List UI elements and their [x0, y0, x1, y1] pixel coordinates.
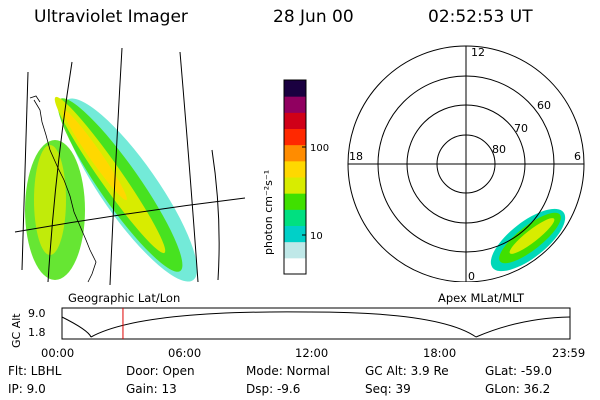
x-tick-1800: 18:00 [423, 346, 457, 360]
colorbar-cell [284, 209, 306, 226]
colorbar-tick-10: 10 [310, 231, 323, 242]
gain-info: Gain: 13 [126, 382, 177, 396]
gc-alt-info: GC Alt: 3.9 Re [365, 364, 449, 378]
polar-caption: Apex MLat/MLT [438, 291, 525, 305]
altitude-tick-9: 9.0 [28, 307, 46, 320]
altitude-plot: GC Alt 9.0 1.8 [10, 307, 571, 348]
x-tick-2359: 23:59 [552, 346, 586, 360]
filter-info: Flt: LBHL [8, 364, 62, 378]
mlt-label-12: 12 [471, 46, 485, 59]
colorbar-cell [284, 80, 306, 97]
altitude-tick-1.8: 1.8 [28, 326, 46, 339]
x-tick-1200: 12:00 [295, 346, 329, 360]
colorbar-cell [284, 112, 306, 129]
colorbar-cell [284, 177, 306, 194]
geographic-caption: Geographic Lat/Lon [68, 291, 181, 305]
polar-emission [490, 208, 566, 272]
lat-label-60: 60 [537, 99, 551, 112]
colorbar-cell [284, 193, 306, 210]
colorbar-unit-label: photon cm⁻²s⁻¹ [262, 170, 275, 255]
colorbar-cell [284, 257, 306, 275]
glat-info: GLat: -59.0 [485, 364, 552, 378]
colorbar-cell [284, 225, 306, 243]
colorbar: 100 10 [283, 79, 329, 275]
instrument-title: Ultraviolet Imager [34, 7, 188, 27]
ip-info: IP: 9.0 [8, 382, 46, 396]
svg-text:photon cm⁻²s⁻¹: photon cm⁻²s⁻¹ [262, 170, 275, 255]
x-tick-0000: 00:00 [41, 346, 75, 360]
date-label: 28 Jun 00 [273, 7, 354, 27]
mlt-label-6: 6 [574, 150, 581, 163]
colorbar-cell [284, 128, 306, 146]
grid-lines [14, 47, 246, 286]
time-label: 02:52:53 UT [428, 7, 533, 27]
door-info: Door: Open [126, 364, 195, 378]
auroral-oval-emission [25, 96, 198, 282]
colorbar-cell [284, 160, 306, 178]
altitude-y-label: GC Alt [10, 313, 23, 348]
mode-info: Mode: Normal [246, 364, 330, 378]
colorbar-cell [284, 96, 306, 113]
x-tick-0600: 06:00 [168, 346, 202, 360]
lat-label-70: 70 [514, 122, 528, 135]
mlt-label-0: 0 [468, 270, 475, 282]
colorbar-cell [284, 144, 306, 162]
dsp-info: Dsp: -9.6 [246, 382, 301, 396]
colorbar-cell [284, 241, 306, 259]
glon-info: GLon: 36.2 [485, 382, 551, 396]
lat-label-80: 80 [492, 143, 506, 156]
seq-info: Seq: 39 [365, 382, 411, 396]
colorbar-tick-100: 100 [310, 143, 329, 154]
mlt-label-18: 18 [349, 150, 363, 163]
polar-plot: 12 18 6 0 60 70 80 [347, 45, 585, 282]
coastline [29, 95, 97, 283]
